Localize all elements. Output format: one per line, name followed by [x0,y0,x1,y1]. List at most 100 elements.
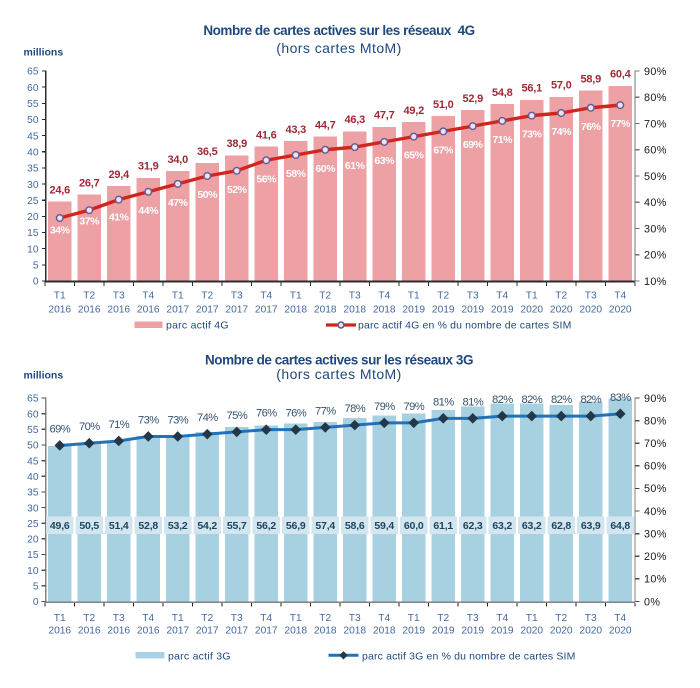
svg-text:36,5: 36,5 [197,146,218,158]
svg-text:T2: T2 [437,291,449,302]
svg-text:35: 35 [27,488,39,499]
svg-text:T2: T2 [83,291,95,302]
svg-text:37%: 37% [79,216,100,228]
svg-text:T3: T3 [349,291,361,302]
svg-text:65: 65 [27,67,39,78]
svg-text:2018: 2018 [343,304,366,315]
svg-text:(hors cartes MtoM): (hors cartes MtoM) [276,366,402,382]
svg-text:90%: 90% [644,66,667,78]
svg-text:2017: 2017 [166,304,189,315]
svg-text:55: 55 [27,99,39,110]
svg-text:T3: T3 [231,613,243,624]
svg-text:40%: 40% [644,506,667,518]
svg-text:50,5: 50,5 [79,520,99,532]
svg-text:T1: T1 [172,613,184,624]
svg-text:2019: 2019 [491,304,514,315]
svg-text:71%: 71% [108,419,129,431]
svg-text:2019: 2019 [461,304,484,315]
svg-text:50%: 50% [644,483,667,495]
svg-text:2019: 2019 [432,304,455,315]
svg-text:15: 15 [27,550,39,561]
svg-text:71%: 71% [492,134,513,146]
svg-text:2017: 2017 [196,304,219,315]
svg-text:T4: T4 [614,291,626,302]
svg-text:2020: 2020 [579,625,602,636]
svg-text:73%: 73% [138,414,159,426]
svg-text:58,9: 58,9 [580,74,601,86]
svg-text:millions: millions [24,369,64,381]
svg-text:T3: T3 [467,613,479,624]
svg-text:60,4: 60,4 [610,69,632,81]
svg-text:70%: 70% [644,118,667,130]
svg-text:2017: 2017 [255,625,278,636]
svg-text:83%: 83% [610,392,631,404]
svg-text:2018: 2018 [343,625,366,636]
svg-text:52,8: 52,8 [138,520,158,532]
svg-text:parc actif 4G en % du nombre d: parc actif 4G en % du nombre de cartes S… [358,320,571,332]
svg-text:2016: 2016 [78,625,101,636]
svg-text:44,7: 44,7 [315,119,336,131]
svg-text:T4: T4 [142,613,154,624]
svg-text:T1: T1 [54,291,66,302]
svg-text:T4: T4 [496,613,508,624]
svg-text:60: 60 [27,409,39,420]
svg-text:60%: 60% [315,163,336,175]
svg-text:parc actif 4G: parc actif 4G [166,320,229,332]
svg-text:T1: T1 [54,613,66,624]
svg-text:58%: 58% [286,168,307,180]
svg-text:56,9: 56,9 [286,520,306,532]
svg-text:2019: 2019 [491,625,514,636]
svg-text:2016: 2016 [107,304,130,315]
svg-text:82%: 82% [551,394,572,406]
svg-text:30: 30 [27,503,39,514]
svg-text:38,9: 38,9 [226,138,247,150]
svg-text:41,6: 41,6 [256,129,277,141]
svg-text:millions: millions [24,47,64,59]
svg-text:25: 25 [27,519,39,530]
svg-text:2020: 2020 [609,304,632,315]
svg-text:81%: 81% [462,396,483,408]
svg-text:54,2: 54,2 [197,520,217,532]
svg-text:T1: T1 [172,291,184,302]
svg-text:0%: 0% [644,596,660,608]
svg-text:2018: 2018 [373,625,396,636]
svg-text:2018: 2018 [284,304,307,315]
svg-text:2018: 2018 [373,304,396,315]
svg-text:2020: 2020 [579,304,602,315]
svg-text:2019: 2019 [402,625,425,636]
svg-text:T4: T4 [142,291,154,302]
svg-text:40: 40 [27,147,39,158]
svg-text:2016: 2016 [78,304,101,315]
svg-text:T2: T2 [319,613,331,624]
svg-text:56,2: 56,2 [256,520,276,532]
svg-text:2019: 2019 [402,304,425,315]
svg-text:2017: 2017 [225,625,248,636]
svg-text:69%: 69% [49,423,70,435]
svg-text:34,0: 34,0 [167,154,188,166]
svg-text:90%: 90% [644,393,667,405]
svg-text:T1: T1 [290,291,302,302]
svg-text:31,9: 31,9 [138,161,159,173]
svg-text:65: 65 [27,394,39,405]
svg-text:56%: 56% [256,173,277,185]
svg-text:0: 0 [33,597,39,608]
svg-text:2018: 2018 [314,304,337,315]
svg-text:75%: 75% [226,410,247,422]
svg-text:63,9: 63,9 [581,520,601,532]
svg-text:2017: 2017 [196,625,219,636]
svg-text:49,2: 49,2 [403,105,424,117]
svg-text:78%: 78% [344,403,365,415]
svg-text:56,1: 56,1 [521,83,542,95]
svg-text:2020: 2020 [609,625,632,636]
svg-text:15: 15 [27,228,39,239]
svg-text:T3: T3 [585,291,597,302]
svg-text:20: 20 [27,212,39,223]
svg-text:82%: 82% [521,394,542,406]
svg-text:2019: 2019 [432,625,455,636]
svg-text:20%: 20% [644,250,667,262]
svg-text:T3: T3 [113,613,125,624]
svg-text:T3: T3 [349,613,361,624]
svg-text:2017: 2017 [255,304,278,315]
svg-text:53,2: 53,2 [168,520,188,532]
svg-text:74%: 74% [551,126,572,138]
